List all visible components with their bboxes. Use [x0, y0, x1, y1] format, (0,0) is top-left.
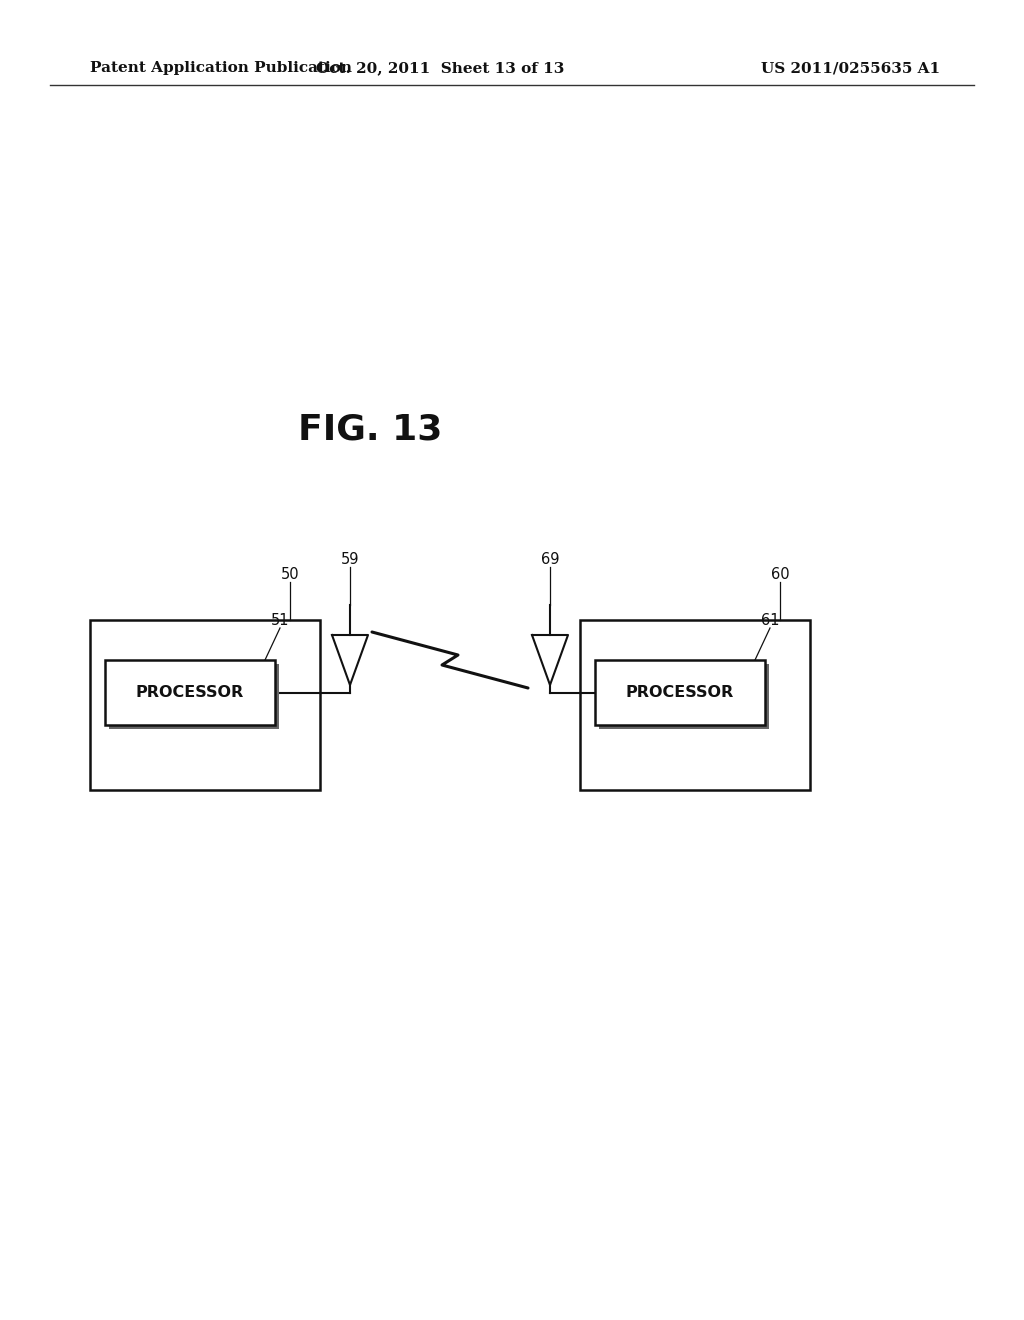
Text: PROCESSOR: PROCESSOR: [136, 685, 244, 700]
Text: 51: 51: [270, 612, 289, 628]
Bar: [599, 664, 769, 729]
Text: 61: 61: [761, 612, 779, 628]
Text: 50: 50: [281, 568, 299, 582]
Text: 60: 60: [771, 568, 790, 582]
Text: PROCESSOR: PROCESSOR: [626, 685, 734, 700]
Text: 59: 59: [341, 552, 359, 568]
Text: 69: 69: [541, 552, 559, 568]
Text: Oct. 20, 2011  Sheet 13 of 13: Oct. 20, 2011 Sheet 13 of 13: [315, 61, 564, 75]
Bar: [105, 660, 275, 725]
Bar: [595, 660, 765, 725]
Bar: [109, 664, 279, 729]
Text: US 2011/0255635 A1: US 2011/0255635 A1: [761, 61, 940, 75]
Bar: [580, 620, 810, 789]
Text: Patent Application Publication: Patent Application Publication: [90, 61, 352, 75]
Bar: [90, 620, 319, 789]
Text: FIG. 13: FIG. 13: [298, 413, 442, 447]
